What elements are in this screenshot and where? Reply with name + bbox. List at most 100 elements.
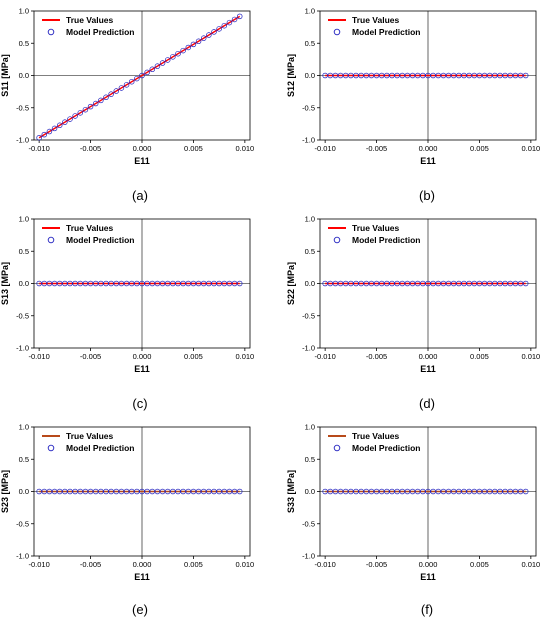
panel-a-xtick-label: 0.010 [235,144,254,153]
panel-a-prediction-point [98,97,104,104]
panel-c-ytick-label: -1.0 [16,344,29,353]
panel-a-prediction-point [128,78,135,85]
panel-d-ytick-label: -0.5 [302,311,315,320]
panel-d-legend-circle-swatch [333,236,341,244]
panel-a-prediction-point [108,91,114,97]
panel-e-xtick-label: 0.010 [235,560,254,569]
panel-a-true-values-line [38,15,241,139]
panel-f-legend-model-prediction: Model Prediction [352,443,420,453]
panel-b-prediction-point [522,72,529,79]
panel-d-ylabel: S22 [MPa] [286,262,296,305]
panel-f-xtick-label: 0.005 [470,560,489,569]
panel-c-ytick-label: 0.0 [19,279,29,288]
panel-a-prediction-point [185,44,192,51]
panel-b-ytick-label: 0.0 [305,71,315,80]
panel-b-xlabel: E11 [420,156,436,166]
panel-a-prediction-point [231,16,238,23]
panel-b-xtick-label: 0.010 [521,144,540,153]
panel-e-xtick-label: -0.005 [80,560,101,569]
panel-d-xtick-label: -0.010 [315,352,336,361]
panel-a-ytick-label: -1.0 [16,136,29,145]
panel-c-xtick-label: 0.005 [184,352,203,361]
panel-label-e: (e) [132,602,148,617]
panel-f-ytick-label: 0.0 [305,487,315,496]
panel-a-prediction-point [190,41,197,48]
panel-c-ylabel: S13 [MPa] [0,262,10,305]
panel-a-prediction-point [164,57,171,63]
panel-a-legend-true-values: True Values [66,15,114,25]
panel-c-legend-model-prediction: Model Prediction [66,235,134,245]
panel-a-prediction-point [82,106,89,113]
panel-f-ytick-label: 0.5 [305,455,315,464]
panel-c-xlabel: E11 [134,364,150,374]
panel-c-ytick-label: 0.5 [19,247,29,256]
panel-c-xtick-label: 0.000 [133,352,152,361]
panel-a-xlabel: E11 [134,156,150,166]
panel-a-prediction-point [154,63,161,69]
panel-f-xtick-label: -0.005 [366,560,387,569]
panel-a-prediction-point [92,100,99,107]
panel-label-f: (f) [420,602,434,617]
panel-b-ytick-label: 1.0 [305,7,315,16]
panel-f-legend-circle-swatch [333,444,341,452]
panel-a-prediction-point [77,110,84,116]
panel-a-prediction-point [216,26,222,32]
panel-e-legend-true-values: True Values [66,431,114,441]
panel-c-prediction-point [236,280,243,287]
panel-f-xtick-label: -0.010 [315,560,336,569]
panel-c-xtick-label: -0.010 [29,352,50,361]
panel-e-ytick-label: -0.5 [16,519,29,528]
panel-label-a: (a) [132,188,148,203]
panel-e-ytick-label: 0.0 [19,487,29,496]
panel-e-xtick-label: 0.005 [184,560,203,569]
panel-a-ytick-label: 0.5 [19,39,29,48]
panel-b-legend-circle-swatch [333,28,341,36]
panel-a-prediction-point [226,19,233,26]
panel-a-prediction-point [175,50,181,57]
panel-a-prediction-point [51,125,58,132]
panel-f-ytick-label: -1.0 [302,552,315,561]
panel-b-xtick-label: 0.000 [419,144,438,153]
panel-b-xtick-label: 0.005 [470,144,489,153]
panel-c-ytick-label: -0.5 [16,311,29,320]
panel-a-prediction-point [134,75,140,82]
panel-a-prediction-point [200,35,207,41]
panel-a-prediction-point [56,122,63,129]
panel-d-xtick-label: 0.005 [470,352,489,361]
panel-e-xtick-label: 0.000 [133,560,152,569]
panel-a-prediction-point [139,72,145,79]
panel-b-xtick-label: -0.010 [315,144,336,153]
panel-a-prediction-point [123,82,130,88]
panel-a-prediction-point [87,103,94,110]
panel-d-ytick-label: -1.0 [302,344,315,353]
panel-a-ylabel: S11 [MPa] [0,54,10,97]
panel-c-xtick-label: -0.005 [80,352,101,361]
panel-e-ytick-label: 0.5 [19,455,29,464]
panel-a-prediction-point [62,119,68,125]
panel-b-ytick-label: -1.0 [302,136,315,145]
panel-b-legend-true-values: True Values [352,15,400,25]
panel-a-prediction-point [67,116,73,122]
panel-f-xtick-label: 0.000 [419,560,438,569]
panel-label-d: (d) [419,396,435,411]
panel-a-prediction-point [170,54,176,60]
panel-a-xtick-label: -0.005 [80,144,101,153]
panel-b-legend-model-prediction: Model Prediction [352,27,420,37]
panel-f-xtick-label: 0.010 [521,560,540,569]
panel-e-xtick-label: -0.010 [29,560,50,569]
panel-a-xtick-label: -0.010 [29,144,50,153]
panel-f-ytick-label: -0.5 [302,519,315,528]
panel-a-legend-circle-swatch [47,28,55,36]
panel-c-legend-circle-swatch [47,236,55,244]
panel-a-prediction-point [113,88,120,94]
panel-c-legend-true-values: True Values [66,223,114,233]
panel-a-prediction-point [159,60,166,66]
panel-a-prediction-point [103,94,109,101]
panel-d-legend-true-values: True Values [352,223,400,233]
panel-a-prediction-point [144,69,150,76]
panel-b-ytick-label: -0.5 [302,103,315,112]
panel-e-xlabel: E11 [134,572,150,582]
panel-f-legend-true-values: True Values [352,431,400,441]
panel-a-prediction-point [36,134,42,141]
